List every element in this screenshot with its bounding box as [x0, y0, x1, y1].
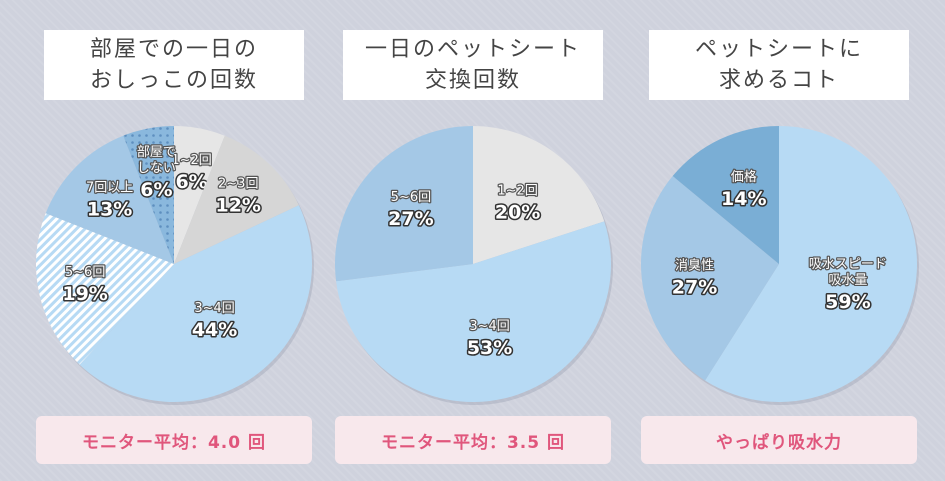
slice-label-group: 消臭性 27% [670, 257, 718, 300]
chart-title-box: 部屋での一日の おしっこの回数 [44, 30, 304, 100]
slice-category-label: 1~2回 [497, 184, 537, 199]
slice-percent-label: 53% [467, 337, 512, 359]
slice-category-label: 3~4回 [194, 301, 234, 316]
slice-percent-label: 6% [140, 179, 172, 201]
pie-slice [36, 213, 175, 365]
chart-title-line: 一日のペットシート [364, 37, 581, 62]
slice-category-label: 2~3回 [218, 177, 258, 192]
chart-title-line: おしっこの回数 [89, 68, 258, 93]
slice-percent-label: 20% [495, 202, 540, 224]
pie-slice [335, 126, 473, 282]
slice-percent-label: 6% [175, 171, 207, 193]
slice-label-group: 1~2回 20% [493, 182, 541, 225]
pie-chart: 1~2回6% 2~3回12%3~4回44%5~6回19%7回以上13%部屋でしない… [36, 126, 314, 405]
chart-title-line: 交換回数 [424, 68, 521, 93]
slice-label-group: 2~3回 12% [214, 175, 262, 218]
pie-slice [174, 135, 299, 264]
chart-footer-badge: モニター平均：4.0 回 [36, 416, 312, 464]
slice-percent-label: 27% [672, 276, 717, 298]
chart-panel-requirements: ペットシートに 求めるコト 吸水スピード 吸水量 59% 消臭性 27% 価格 14% やっ… [629, 0, 929, 481]
pie-slice [79, 205, 312, 402]
pie-slice [123, 126, 174, 264]
pie-slice [672, 126, 779, 264]
pie-slice [705, 126, 917, 402]
slice-category-label: 7回以上 [86, 181, 133, 196]
slice-percent-label: 14% [721, 188, 766, 210]
slice-category-label: 部屋で [137, 145, 176, 160]
slice-label-group: 3~4回 53% [465, 318, 513, 361]
slice-category-label: しない [137, 161, 176, 176]
slice-label-group: 3~4回 44% [190, 300, 238, 343]
slice-category-label: 吸水量 [828, 273, 867, 288]
slice-percent-label: 13% [87, 199, 132, 221]
pie-slice [336, 221, 611, 403]
slice-percent-label: 19% [62, 283, 107, 305]
slice-percent-label: 12% [215, 195, 260, 217]
pie-slice [45, 135, 175, 264]
chart-title-line: 部屋での一日の [89, 37, 258, 62]
chart-footer-badge: やっぱり吸水力 [641, 416, 917, 464]
slice-category-label: 1~2回 [171, 153, 211, 168]
slice-label-group: 5~6回 27% [387, 189, 435, 232]
chart-title-line: ペットシートに [694, 37, 863, 62]
chart-title-box: ペットシートに 求めるコト [649, 30, 909, 100]
slice-percent-label: 27% [388, 208, 433, 230]
pie-slice [473, 126, 605, 264]
chart-panel-urination: 部屋での一日の おしっこの回数 1~2回 6% 2~3回 12% 3~4回 44% 5~6回… [24, 0, 324, 481]
pie-slice [174, 126, 225, 264]
slice-percent-label: 44% [192, 319, 237, 341]
slice-category-label: 消臭性 [675, 258, 714, 273]
slice-label-group: 5~6回 19% [61, 264, 109, 307]
chart-footer-badge: モニター平均：3.5 回 [335, 416, 611, 464]
chart-title-box: 一日のペットシート 交換回数 [343, 30, 603, 100]
slice-category-label: 5~6回 [65, 265, 105, 280]
slice-category-label: 5~6回 [391, 190, 431, 205]
pie-chart: 1~2回 20% 3~4回 53% 5~6回 27% [335, 126, 613, 405]
slice-percent-label: 59% [825, 291, 870, 313]
slice-category-label: 価格 [731, 169, 757, 185]
slice-category-label: 吸水スピード [809, 257, 887, 272]
slice-label-group: 価格 14% [720, 168, 768, 212]
slice-category-label: 3~4回 [469, 319, 509, 334]
slice-label-group: 1~2回 6% [170, 152, 213, 195]
slice-label-group: 7回以上 13% [85, 179, 135, 222]
chart-panel-sheet-change: 一日のペットシート 交換回数 1~2回 20% 3~4回 53% 5~6回 27% モニタ… [323, 0, 623, 481]
pie-slice [641, 176, 779, 381]
chart-title-line: 求めるコト [718, 68, 839, 93]
